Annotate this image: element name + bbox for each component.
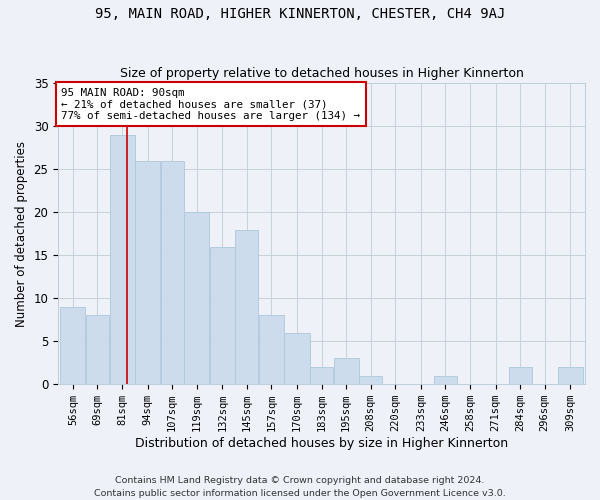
Bar xyxy=(434,376,457,384)
Bar xyxy=(284,332,310,384)
Bar xyxy=(210,246,235,384)
Title: Size of property relative to detached houses in Higher Kinnerton: Size of property relative to detached ho… xyxy=(119,66,524,80)
Bar xyxy=(509,367,532,384)
Bar xyxy=(184,212,209,384)
Text: 95, MAIN ROAD, HIGHER KINNERTON, CHESTER, CH4 9AJ: 95, MAIN ROAD, HIGHER KINNERTON, CHESTER… xyxy=(95,8,505,22)
Bar xyxy=(359,376,382,384)
Bar xyxy=(259,316,284,384)
Bar xyxy=(161,161,184,384)
Bar xyxy=(61,307,85,384)
Bar xyxy=(110,135,134,384)
Y-axis label: Number of detached properties: Number of detached properties xyxy=(15,141,28,327)
Bar xyxy=(135,161,160,384)
Text: 95 MAIN ROAD: 90sqm
← 21% of detached houses are smaller (37)
77% of semi-detach: 95 MAIN ROAD: 90sqm ← 21% of detached ho… xyxy=(61,88,360,121)
Bar xyxy=(334,358,359,384)
Bar xyxy=(235,230,259,384)
X-axis label: Distribution of detached houses by size in Higher Kinnerton: Distribution of detached houses by size … xyxy=(135,437,508,450)
Bar xyxy=(310,367,333,384)
Bar xyxy=(558,367,583,384)
Text: Contains HM Land Registry data © Crown copyright and database right 2024.
Contai: Contains HM Land Registry data © Crown c… xyxy=(94,476,506,498)
Bar xyxy=(86,316,109,384)
